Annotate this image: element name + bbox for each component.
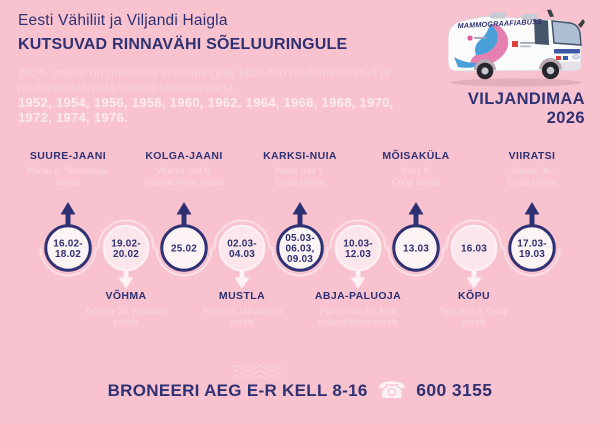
intro-paragraph: 2026. aastal on rinnavähi sõeluuringule … xyxy=(18,66,478,125)
organizers-line: Eesti Vähiliit ja Viljandi Haigla xyxy=(18,12,228,29)
stop-label: SUURE-JAANI Pärnu 4, Tervisekoja parkla xyxy=(8,150,128,188)
stop-name: SUURE-JAANI xyxy=(29,150,107,162)
stop-dates: 13.03 xyxy=(403,244,429,255)
stop-dates: 19.02-20.02 xyxy=(111,238,141,260)
timeline-connector-line xyxy=(39,219,561,277)
region-name: VILJANDIMAA xyxy=(467,90,585,108)
booking-text: BRONEERI AEG E-R KELL 8-16 xyxy=(107,380,368,400)
eligible-birth-years-2: 1972, 1974, 1976. xyxy=(18,110,128,125)
date-circle xyxy=(276,224,324,272)
arrow-up-icon xyxy=(408,202,424,215)
stop-address: Viljandi mnt.6, raamatukogu parkla xyxy=(144,166,224,187)
stop-dates: 05.03-06.03, 09.03 xyxy=(285,233,315,265)
date-circle xyxy=(218,224,266,272)
stop-label: KARKSI-NUIA Pärnu mnt 1, Coop parkla xyxy=(240,150,360,188)
stop-name: ABJA-PALUOJA xyxy=(314,290,402,302)
arrow-up-icon xyxy=(65,212,71,227)
arrow-up-icon xyxy=(181,212,187,227)
date-circle xyxy=(160,224,208,272)
stop-address: Pärnu mnt 1, Coop parkla xyxy=(274,166,326,187)
header: Eesti Vähiliit ja Viljandi Haigla KUTSUV… xyxy=(18,12,347,54)
stop-label: VÕHMA Tallinna 26, Konsumi parkla xyxy=(66,290,186,328)
date-circle xyxy=(392,224,440,272)
stop-address: Sakala 3b, Coop parkla xyxy=(507,166,557,187)
arrow-up-icon xyxy=(413,212,419,227)
arrow-down-icon xyxy=(234,277,250,289)
date-circle xyxy=(508,224,556,272)
intro-line-1: 2026. aastal on rinnavähi sõeluuringule … xyxy=(18,66,390,80)
timeline-stop-marker: 13.03 xyxy=(392,202,440,272)
eligible-birth-years-1: 1952, 1954, 1956, 1958, 1960, 1962, 1964… xyxy=(18,95,394,110)
timeline-stop-marker: 17.03-19.03 xyxy=(508,202,556,272)
phone-icon: ☎ xyxy=(377,376,407,403)
timeline-stop-marker: 16.02-18.02 xyxy=(44,202,92,272)
stop-name: KOLGA-JAANI xyxy=(145,150,223,162)
stop-address: Tallinna 26, Konsumi parkla xyxy=(84,306,168,327)
date-circle xyxy=(334,224,382,272)
bus-label: MAMMOGRAAFIABUSS xyxy=(457,17,542,30)
timeline-stop-marker: 02.03-04.03 xyxy=(218,224,266,289)
stop-label: ABJA-PALUOJA Pärnu mnt 30, Abja vallavali… xyxy=(298,290,418,328)
stop-dates: 25.02 xyxy=(171,244,197,255)
arrow-down-icon xyxy=(471,268,477,280)
stop-dates: 10.03-12.03 xyxy=(343,238,373,260)
stop-name: MÕISAKÜLA xyxy=(382,150,450,162)
timeline-stop-marker: 25.02 xyxy=(160,202,208,272)
stop-dates: 16.02-18.02 xyxy=(53,238,83,260)
phone-number: 600 3155 xyxy=(416,380,493,400)
arrow-down-icon xyxy=(123,268,129,280)
stop-name: KARKSI-NUIA xyxy=(263,150,337,162)
booking-cta: BRONEERI AEG E-R KELL 8-16 ☎ 600 3155 xyxy=(0,376,600,403)
mammography-bus-illustration: MAMMOGRAAFIABUSS xyxy=(438,5,590,89)
stop-name: MUSTLA xyxy=(218,290,266,302)
arrow-down-icon xyxy=(355,268,361,280)
arrow-up-icon xyxy=(529,212,535,227)
region-year-block: VILJANDIMAA 2026 xyxy=(468,90,585,128)
stop-name: VÕHMA xyxy=(105,290,147,302)
stop-name: VIIRATSI xyxy=(508,150,556,162)
arrow-up-icon xyxy=(292,202,308,215)
arrow-down-icon xyxy=(350,277,366,289)
stop-address: Kesk 8, Coop parkla xyxy=(391,166,441,187)
date-circle xyxy=(44,224,92,272)
stop-label: KOLGA-JAANI Viljandi mnt.6, raamatukogu p… xyxy=(124,150,244,188)
arrow-up-icon xyxy=(60,202,76,215)
intro-line-2: ravikindlustamata naised sünniaastaga xyxy=(18,80,234,95)
timeline-stop-marker: 19.02-20.02 xyxy=(102,224,150,289)
stop-label: MUSTLA Posti 52, rahvamaja parkla xyxy=(182,290,302,328)
region-year: 2026 xyxy=(546,108,585,127)
waves-decoration-icon xyxy=(232,365,282,379)
stop-address: Tipu mnt 3, Coop parkla xyxy=(439,306,509,327)
stop-label: KÕPU Tipu mnt 3, Coop parkla xyxy=(414,290,534,328)
stop-dates: 16.03 xyxy=(461,244,487,255)
stop-label: MÕISAKÜLA Kesk 8, Coop parkla xyxy=(356,150,476,188)
stop-label: VIIRATSI Sakala 3b, Coop parkla xyxy=(472,150,592,188)
stop-dates: 02.03-04.03 xyxy=(227,238,257,260)
arrow-up-icon xyxy=(297,212,303,227)
timeline-stop-marker: 16.03 xyxy=(450,224,498,289)
poster-title: KUTSUVAD RINNAVÄHI SÕELUURINGULE xyxy=(18,36,348,53)
timeline-stop-marker: 05.03-06.03, 09.03 xyxy=(276,202,324,272)
arrow-down-icon xyxy=(239,268,245,280)
stop-dates: 17.03-19.03 xyxy=(517,238,547,260)
stop-name: KÕPU xyxy=(458,290,490,302)
bus-image: MAMMOGRAAFIABUSS xyxy=(447,9,585,87)
arrow-down-icon xyxy=(118,277,134,289)
stop-address: Pärnu mnt 30, Abja vallavalitsuse parkla xyxy=(317,306,399,327)
arrow-up-icon xyxy=(524,202,540,215)
arrow-down-icon xyxy=(466,277,482,289)
date-circle xyxy=(102,224,150,272)
stop-address: Pärnu 4, Tervisekoja parkla xyxy=(27,166,109,187)
stop-address: Posti 52, rahvamaja parkla xyxy=(202,306,282,327)
arrow-up-icon xyxy=(176,202,192,215)
date-circle xyxy=(450,224,498,272)
timeline-stop-marker: 10.03-12.03 xyxy=(334,224,382,289)
